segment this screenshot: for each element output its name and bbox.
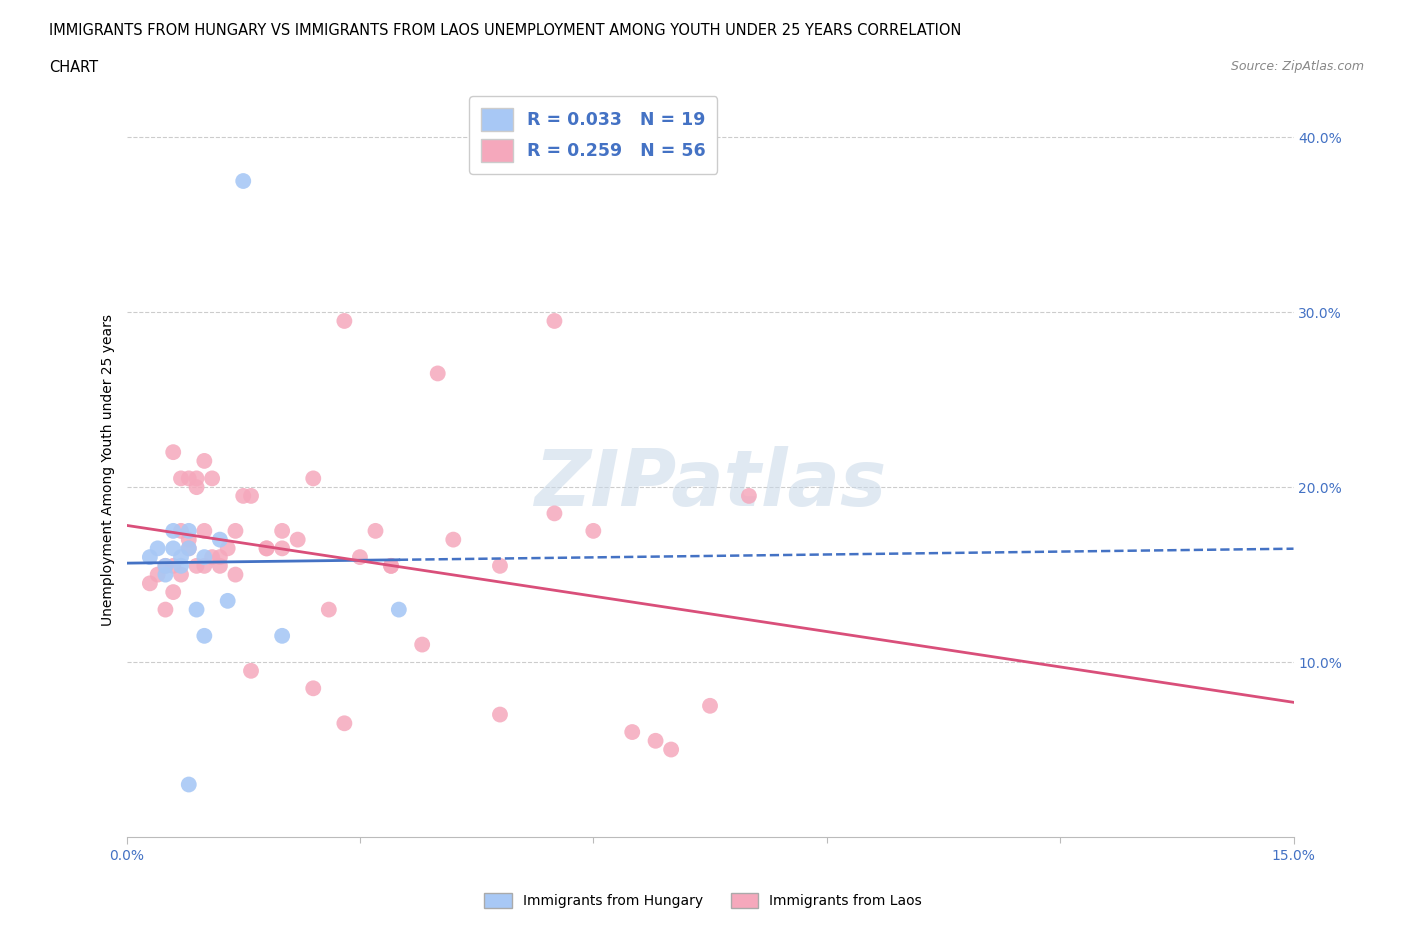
Point	[201, 471, 224, 485]
Point	[146, 567, 169, 582]
Point	[155, 558, 177, 573]
Legend: R = 0.033   N = 19, R = 0.259   N = 56: R = 0.033 N = 19, R = 0.259 N = 56	[470, 97, 717, 174]
Point	[208, 532, 231, 547]
Point	[177, 471, 200, 485]
Point	[139, 550, 162, 565]
Point	[271, 541, 294, 556]
Point	[193, 629, 215, 644]
Point	[162, 524, 184, 538]
Point	[224, 524, 246, 538]
Point	[162, 585, 184, 600]
Point	[170, 567, 193, 582]
Point	[155, 567, 177, 582]
Point	[193, 454, 215, 469]
Point	[170, 471, 193, 485]
Text: ZIPatlas: ZIPatlas	[534, 446, 886, 523]
Point	[738, 488, 761, 503]
Point	[349, 550, 371, 565]
Point	[186, 558, 208, 573]
Point	[232, 174, 254, 189]
Point	[543, 506, 565, 521]
Point	[186, 602, 208, 617]
Point	[193, 550, 215, 565]
Point	[177, 541, 200, 556]
Point	[162, 541, 184, 556]
Point	[271, 524, 294, 538]
Point	[302, 471, 325, 485]
Point	[302, 681, 325, 696]
Y-axis label: Unemployment Among Youth under 25 years: Unemployment Among Youth under 25 years	[101, 313, 115, 626]
Point	[155, 602, 177, 617]
Point	[155, 558, 177, 573]
Point	[224, 567, 246, 582]
Point	[318, 602, 340, 617]
Point	[177, 532, 200, 547]
Point	[139, 576, 162, 591]
Point	[170, 524, 193, 538]
Point	[170, 550, 193, 565]
Point	[256, 541, 278, 556]
Legend: Immigrants from Hungary, Immigrants from Laos: Immigrants from Hungary, Immigrants from…	[478, 888, 928, 914]
Point	[208, 558, 231, 573]
Point	[287, 532, 309, 547]
Point	[333, 716, 356, 731]
Point	[217, 541, 239, 556]
Point	[582, 524, 605, 538]
Point	[489, 707, 512, 722]
Point	[380, 558, 402, 573]
Point	[426, 366, 449, 381]
Point	[380, 558, 402, 573]
Point	[177, 541, 200, 556]
Point	[543, 313, 565, 328]
Point	[170, 558, 193, 573]
Point	[240, 488, 263, 503]
Point	[186, 471, 208, 485]
Point	[621, 724, 644, 739]
Point	[146, 541, 169, 556]
Point	[177, 777, 200, 792]
Text: Source: ZipAtlas.com: Source: ZipAtlas.com	[1230, 60, 1364, 73]
Point	[364, 524, 387, 538]
Point	[489, 558, 512, 573]
Point	[232, 488, 254, 503]
Point	[240, 663, 263, 678]
Point	[193, 524, 215, 538]
Text: IMMIGRANTS FROM HUNGARY VS IMMIGRANTS FROM LAOS UNEMPLOYMENT AMONG YOUTH UNDER 2: IMMIGRANTS FROM HUNGARY VS IMMIGRANTS FR…	[49, 23, 962, 38]
Point	[256, 541, 278, 556]
Point	[699, 698, 721, 713]
Point	[217, 593, 239, 608]
Text: CHART: CHART	[49, 60, 98, 75]
Point	[162, 445, 184, 459]
Point	[411, 637, 433, 652]
Point	[271, 629, 294, 644]
Point	[208, 550, 231, 565]
Point	[193, 558, 215, 573]
Point	[441, 532, 464, 547]
Point	[388, 602, 411, 617]
Point	[659, 742, 682, 757]
Point	[177, 524, 200, 538]
Point	[333, 313, 356, 328]
Point	[644, 734, 666, 749]
Point	[186, 480, 208, 495]
Point	[201, 550, 224, 565]
Point	[162, 558, 184, 573]
